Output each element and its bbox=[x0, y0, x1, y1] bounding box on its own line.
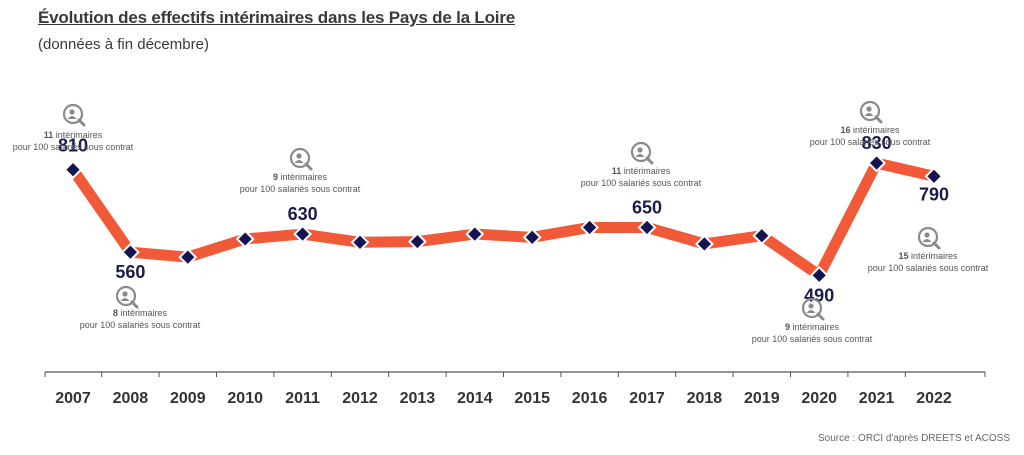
chart-subtitle: (données à fin décembre) bbox=[38, 36, 209, 53]
data-point bbox=[178, 247, 198, 267]
annotation-count: 9 bbox=[273, 172, 278, 182]
data-point bbox=[522, 227, 542, 247]
annotation-text: intérimaires bbox=[621, 166, 671, 176]
value-label: 810 bbox=[58, 136, 88, 156]
x-tick-label: 2016 bbox=[572, 390, 608, 407]
x-tick-label: 2011 bbox=[285, 390, 320, 407]
data-point bbox=[867, 153, 887, 173]
magnifier-person-icon bbox=[859, 100, 883, 124]
x-tick-label: 2012 bbox=[342, 390, 378, 407]
data-point bbox=[235, 229, 255, 249]
data-point bbox=[350, 232, 370, 252]
x-tick-label: 2019 bbox=[744, 390, 780, 407]
data-point bbox=[120, 242, 140, 262]
source-note: Source : ORCI d'après DREETS et ACOSS bbox=[818, 433, 1010, 444]
annotation-count: 11 bbox=[44, 130, 54, 140]
annotation-line-2: pour 100 salariés sous contrat bbox=[240, 184, 361, 194]
magnifier-person-icon bbox=[62, 103, 86, 127]
annotation-line-1: 9 intérimaires bbox=[785, 322, 840, 332]
annotation-text: intérimaires bbox=[790, 322, 840, 332]
magnifier-person-icon bbox=[289, 147, 313, 171]
annotation-count: 15 bbox=[898, 251, 908, 261]
annotation-count: 16 bbox=[840, 125, 850, 135]
x-tick-label: 2009 bbox=[170, 390, 206, 407]
value-label: 790 bbox=[919, 184, 949, 204]
chart-title: Évolution des effectifs intérimaires dan… bbox=[38, 8, 515, 27]
data-point bbox=[293, 224, 313, 244]
annotation-line-1: 8 intérimaires bbox=[113, 308, 168, 318]
annotation-text: intérimaires bbox=[909, 251, 959, 261]
x-tick-label: 2013 bbox=[400, 390, 436, 407]
x-tick-label: 2007 bbox=[55, 390, 91, 407]
data-point bbox=[694, 234, 714, 254]
x-tick-label: 2008 bbox=[113, 390, 149, 407]
annotation-line-2: pour 100 salariés sous contrat bbox=[80, 320, 201, 330]
annotation-line-1: 11 intérimaires bbox=[44, 130, 103, 140]
magnifier-person-icon bbox=[917, 226, 941, 250]
annotation-line-2: pour 100 salariés sous contrat bbox=[13, 142, 134, 152]
x-tick-label: 2021 bbox=[859, 390, 895, 407]
x-tick-label: 2015 bbox=[514, 390, 550, 407]
value-label: 630 bbox=[288, 204, 318, 224]
annotation-text: intérimaires bbox=[53, 130, 103, 140]
x-tick-label: 2017 bbox=[629, 390, 665, 407]
value-label: 490 bbox=[804, 285, 834, 305]
data-point bbox=[63, 160, 83, 180]
data-point bbox=[580, 218, 600, 237]
annotation-line-2: pour 100 salariés sous contrat bbox=[868, 263, 989, 273]
annotation-line-1: 11 intérimaires bbox=[612, 166, 671, 176]
data-point bbox=[752, 226, 772, 246]
value-label: 560 bbox=[115, 262, 145, 282]
value-label: 650 bbox=[632, 197, 662, 217]
magnifier-person-icon bbox=[630, 141, 654, 165]
annotation-text: intérimaires bbox=[118, 308, 168, 318]
annotation-count: 8 bbox=[113, 308, 118, 318]
x-tick-label: 2014 bbox=[457, 390, 493, 407]
x-tick-label: 2022 bbox=[916, 390, 952, 407]
annotation-count: 11 bbox=[612, 166, 622, 176]
annotation-line-2: pour 100 salariés sous contrat bbox=[810, 137, 931, 147]
x-tick-label: 2018 bbox=[687, 390, 723, 407]
series-line bbox=[67, 157, 940, 281]
annotation-text: intérimaires bbox=[278, 172, 328, 182]
annotation-line-1: 16 intérimaires bbox=[840, 125, 900, 135]
annotation-count: 9 bbox=[785, 322, 790, 332]
annotation-line-1: 9 intérimaires bbox=[273, 172, 328, 182]
data-point bbox=[809, 265, 829, 285]
data-point bbox=[637, 218, 657, 237]
x-tick-label: 2010 bbox=[227, 390, 263, 407]
x-tick-label: 2020 bbox=[801, 390, 837, 407]
annotation-line-2: pour 100 salariés sous contrat bbox=[752, 334, 873, 344]
magnifier-person-icon bbox=[115, 285, 139, 309]
magnifier-person-icon bbox=[801, 297, 825, 321]
annotation-line-1: 15 intérimaires bbox=[898, 251, 958, 261]
value-label: 830 bbox=[862, 133, 892, 153]
data-point bbox=[924, 166, 944, 186]
annotation-text: intérimaires bbox=[851, 125, 901, 135]
data-point bbox=[465, 224, 485, 244]
data-point bbox=[407, 232, 427, 252]
annotation-line-2: pour 100 salariés sous contrat bbox=[581, 178, 702, 188]
